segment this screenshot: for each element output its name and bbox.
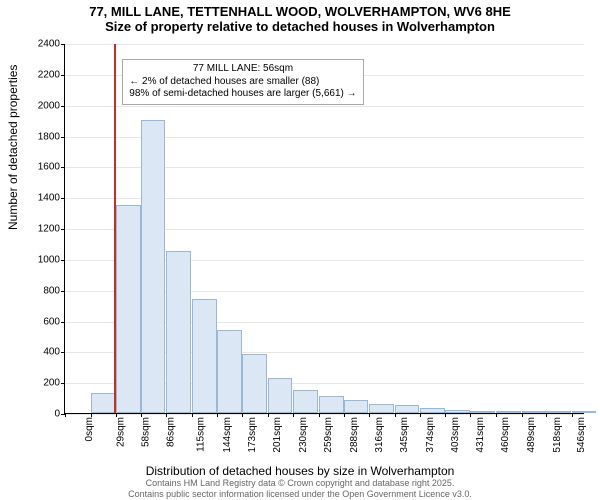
xtick-mark [445,413,446,417]
y-axis-label: Number of detached properties [6,65,20,230]
footer-line-2: Contains public sector information licen… [0,489,600,499]
ytick-label: 200 [43,378,65,389]
gridline [65,44,584,45]
xtick-mark [546,413,547,417]
histogram-bar [319,396,344,413]
ytick-label: 800 [43,285,65,296]
ytick-label: 1600 [38,162,65,173]
xtick-mark [268,413,269,417]
histogram-bar [470,411,495,413]
ytick-label: 400 [43,347,65,358]
chart-container: 77, MILL LANE, TETTENHALL WOOD, WOLVERHA… [0,0,600,500]
annotation-line: ← 2% of detached houses are smaller (88) [129,76,356,89]
xtick-mark [141,413,142,417]
xtick-label: 546sqm [576,417,587,453]
xtick-mark [65,413,66,417]
ytick-label: 1400 [38,193,65,204]
histogram-bar [369,404,394,413]
plot-area: 0200400600800100012001400160018002000220… [64,44,584,414]
xtick-mark [496,413,497,417]
chart-title: 77, MILL LANE, TETTENHALL WOOD, WOLVERHA… [0,4,600,34]
histogram-bar [217,330,242,413]
x-axis-label: Distribution of detached houses by size … [0,464,600,478]
xtick-label: 403sqm [450,417,461,453]
ytick-label: 1000 [38,254,65,265]
xtick-label: 115sqm [196,417,207,452]
xtick-label: 230sqm [298,417,309,453]
histogram-bar [141,120,166,413]
xtick-mark [116,413,117,417]
xtick-mark [217,413,218,417]
title-line-2: Size of property relative to detached ho… [0,19,600,34]
histogram-bar [522,411,547,413]
xtick-mark [420,413,421,417]
histogram-bar [344,400,369,413]
xtick-mark [470,413,471,417]
xtick-mark [344,413,345,417]
histogram-bar [293,390,318,413]
histogram-bar [192,299,217,413]
histogram-bar [420,408,445,413]
xtick-mark [572,413,573,417]
xtick-label: 489sqm [526,417,537,453]
xtick-mark [522,413,523,417]
xtick-label: 460sqm [501,417,512,453]
xtick-mark [192,413,193,417]
footer-line-1: Contains HM Land Registry data © Crown c… [0,478,600,488]
histogram-bar [546,411,571,413]
xtick-mark [395,413,396,417]
xtick-label: 0sqm [84,417,95,441]
gridline [65,106,584,107]
xtick-mark [166,413,167,417]
histogram-bar [395,405,420,413]
xtick-mark [91,413,92,417]
histogram-bar [445,410,470,413]
xtick-label: 29sqm [115,417,126,447]
footer-attribution: Contains HM Land Registry data © Crown c… [0,478,600,499]
histogram-bar [166,251,191,413]
ytick-label: 0 [54,409,65,420]
gridline [65,414,584,415]
xtick-label: 58sqm [141,417,152,447]
histogram-bar [91,393,116,413]
xtick-label: 374sqm [425,417,436,453]
histogram-bar [116,205,141,413]
xtick-label: 259sqm [323,417,334,453]
xtick-mark [369,413,370,417]
histogram-bar [268,378,293,413]
xtick-label: 144sqm [222,417,233,453]
xtick-label: 201sqm [272,417,283,453]
ytick-label: 2200 [38,69,65,80]
xtick-label: 518sqm [552,417,563,453]
histogram-bar [242,354,267,413]
ytick-label: 2400 [38,39,65,50]
reference-line [114,44,116,413]
ytick-label: 1200 [38,224,65,235]
xtick-mark [293,413,294,417]
histogram-bar [572,411,597,413]
title-line-1: 77, MILL LANE, TETTENHALL WOOD, WOLVERHA… [0,4,600,19]
xtick-label: 86sqm [165,417,176,447]
xtick-mark [319,413,320,417]
annotation-line: 98% of semi-detached houses are larger (… [129,88,356,101]
annotation-box: 77 MILL LANE: 56sqm← 2% of detached hous… [122,59,363,105]
xtick-label: 345sqm [399,417,410,453]
xtick-mark [242,413,243,417]
xtick-label: 173sqm [248,417,259,453]
ytick-label: 2000 [38,100,65,111]
ytick-label: 1800 [38,131,65,142]
xtick-label: 288sqm [349,417,360,453]
annotation-line: 77 MILL LANE: 56sqm [129,63,356,76]
histogram-bar [496,411,521,413]
ytick-label: 600 [43,316,65,327]
xtick-label: 431sqm [475,417,486,453]
xtick-label: 316sqm [374,417,385,453]
